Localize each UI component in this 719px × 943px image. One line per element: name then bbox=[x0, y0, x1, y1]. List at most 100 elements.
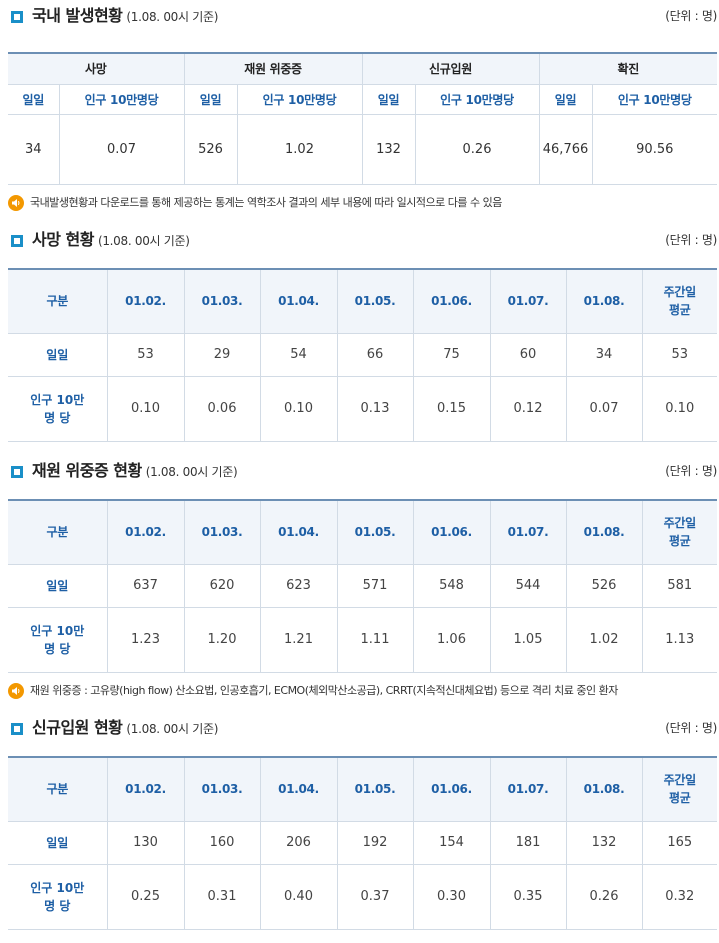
value-cell: 53 bbox=[641, 332, 717, 377]
value-cell: 0.10 bbox=[259, 375, 338, 442]
sub-per: 인구 10만명당 bbox=[414, 83, 540, 115]
speaker-icon bbox=[8, 683, 24, 699]
col-date: 01.02. bbox=[106, 499, 185, 565]
value-cell: 526 bbox=[565, 563, 643, 608]
table-row: 인구 10만 명 당 0.25 0.31 0.40 0.37 0.30 0.35 … bbox=[8, 863, 717, 930]
deaths-daily-cell: 34 bbox=[8, 113, 60, 185]
value-cell: 623 bbox=[259, 563, 338, 608]
value-cell: 181 bbox=[489, 820, 567, 865]
note-statistics: 국내발생현황과 다운로드를 통해 제공하는 통계는 역학조사 결과의 세부 내용… bbox=[8, 194, 717, 212]
group-confirmed: 확진 bbox=[538, 52, 718, 85]
square-bullet-icon bbox=[11, 235, 23, 247]
value-cell: 0.10 bbox=[106, 375, 185, 442]
confirmed-per-cell: 90.56 bbox=[591, 113, 718, 185]
deaths-unit: (단위 : 명) bbox=[665, 233, 717, 247]
col-date: 01.04. bbox=[259, 756, 338, 822]
critical-section-header: 재원 위중증 현황 (1.08. 00시 기준) (단위 : 명) bbox=[8, 459, 717, 483]
group-admission: 신규입원 bbox=[361, 52, 540, 85]
admission-per-cell: 0.26 bbox=[414, 113, 540, 185]
col-date: 01.05. bbox=[336, 499, 414, 565]
value-cell: 0.30 bbox=[412, 863, 491, 930]
admission-date: (1.08. 00시 기준) bbox=[126, 722, 219, 736]
col-date: 01.05. bbox=[336, 756, 414, 822]
value-cell: 0.10 bbox=[641, 375, 717, 442]
col-date: 01.04. bbox=[259, 268, 338, 334]
admission-unit: (단위 : 명) bbox=[665, 721, 717, 735]
col-date: 01.03. bbox=[183, 499, 261, 565]
row-label-per: 인구 10만 명 당 bbox=[8, 863, 108, 930]
col-date: 01.08. bbox=[565, 499, 643, 565]
value-cell: 1.02 bbox=[565, 606, 643, 673]
confirmed-daily-cell: 46,766 bbox=[538, 113, 593, 185]
value-cell: 0.13 bbox=[336, 375, 414, 442]
value-cell: 0.07 bbox=[565, 375, 643, 442]
value-cell: 1.23 bbox=[106, 606, 185, 673]
deaths-table: 구분 01.02. 01.03. 01.04. 01.05. 01.06. 01… bbox=[8, 268, 717, 442]
value-cell: 1.05 bbox=[489, 606, 567, 673]
col-date: 01.08. bbox=[565, 756, 643, 822]
value-cell: 620 bbox=[183, 563, 261, 608]
value-cell: 29 bbox=[183, 332, 261, 377]
col-date: 01.05. bbox=[336, 268, 414, 334]
square-bullet-icon bbox=[11, 11, 23, 23]
col-date: 01.06. bbox=[412, 756, 491, 822]
value-cell: 548 bbox=[412, 563, 491, 608]
col-label: 구분 bbox=[8, 499, 108, 565]
col-date: 01.06. bbox=[412, 499, 491, 565]
sub-daily: 일일 bbox=[361, 83, 416, 115]
deaths-title: 사망 현황 (1.08. 00시 기준) bbox=[32, 230, 190, 249]
table-row: 일일 130 160 206 192 154 181 132 165 bbox=[8, 820, 717, 865]
value-cell: 130 bbox=[106, 820, 185, 865]
col-date: 01.07. bbox=[489, 499, 567, 565]
group-critical: 재원 위중증 bbox=[183, 52, 363, 85]
value-cell: 637 bbox=[106, 563, 185, 608]
value-cell: 581 bbox=[641, 563, 717, 608]
value-cell: 34 bbox=[565, 332, 643, 377]
value-cell: 0.37 bbox=[336, 863, 414, 930]
row-label-daily: 일일 bbox=[8, 820, 108, 865]
value-cell: 0.40 bbox=[259, 863, 338, 930]
value-cell: 60 bbox=[489, 332, 567, 377]
value-cell: 0.12 bbox=[489, 375, 567, 442]
table-row: 일일 637 620 623 571 548 544 526 581 bbox=[8, 563, 717, 608]
col-weekly-avg: 주간일 평균 bbox=[641, 499, 717, 565]
value-cell: 132 bbox=[565, 820, 643, 865]
admission-section-header: 신규입원 현황 (1.08. 00시 기준) (단위 : 명) bbox=[8, 716, 717, 740]
value-cell: 0.31 bbox=[183, 863, 261, 930]
value-cell: 75 bbox=[412, 332, 491, 377]
value-cell: 544 bbox=[489, 563, 567, 608]
domestic-title: 국내 발생현황 (1.08. 00시 기준) bbox=[32, 6, 219, 25]
admission-title: 신규입원 현황 (1.08. 00시 기준) bbox=[32, 718, 219, 737]
group-deaths: 사망 bbox=[8, 52, 185, 85]
value-cell: 66 bbox=[336, 332, 414, 377]
critical-unit: (단위 : 명) bbox=[665, 464, 717, 478]
admission-table: 구분 01.02. 01.03. 01.04. 01.05. 01.06. 01… bbox=[8, 756, 717, 930]
value-cell: 53 bbox=[106, 332, 185, 377]
critical-table: 구분 01.02. 01.03. 01.04. 01.05. 01.06. 01… bbox=[8, 499, 717, 673]
deaths-per-cell: 0.07 bbox=[58, 113, 185, 185]
table-row: 인구 10만 명 당 0.10 0.06 0.10 0.13 0.15 0.12 … bbox=[8, 375, 717, 442]
col-weekly-avg: 주간일 평균 bbox=[641, 756, 717, 822]
col-label: 구분 bbox=[8, 756, 108, 822]
value-cell: 1.13 bbox=[641, 606, 717, 673]
sub-daily: 일일 bbox=[8, 83, 60, 115]
row-label-per: 인구 10만 명 당 bbox=[8, 606, 108, 673]
note-critical-text: 재원 위중증 : 고유량(high flow) 산소요법, 인공호흡기, ECM… bbox=[30, 684, 618, 697]
value-cell: 54 bbox=[259, 332, 338, 377]
critical-date: (1.08. 00시 기준) bbox=[145, 465, 238, 479]
row-label-daily: 일일 bbox=[8, 332, 108, 377]
value-cell: 165 bbox=[641, 820, 717, 865]
sub-daily: 일일 bbox=[183, 83, 238, 115]
col-date: 01.02. bbox=[106, 756, 185, 822]
col-date: 01.03. bbox=[183, 268, 261, 334]
value-cell: 1.06 bbox=[412, 606, 491, 673]
deaths-date: (1.08. 00시 기준) bbox=[97, 234, 190, 248]
col-weekly-avg: 주간일 평균 bbox=[641, 268, 717, 334]
value-cell: 1.21 bbox=[259, 606, 338, 673]
col-date: 01.07. bbox=[489, 756, 567, 822]
col-date: 01.04. bbox=[259, 499, 338, 565]
col-date: 01.06. bbox=[412, 268, 491, 334]
sub-per: 인구 10만명당 bbox=[236, 83, 363, 115]
critical-per-cell: 1.02 bbox=[236, 113, 363, 185]
square-bullet-icon bbox=[11, 466, 23, 478]
